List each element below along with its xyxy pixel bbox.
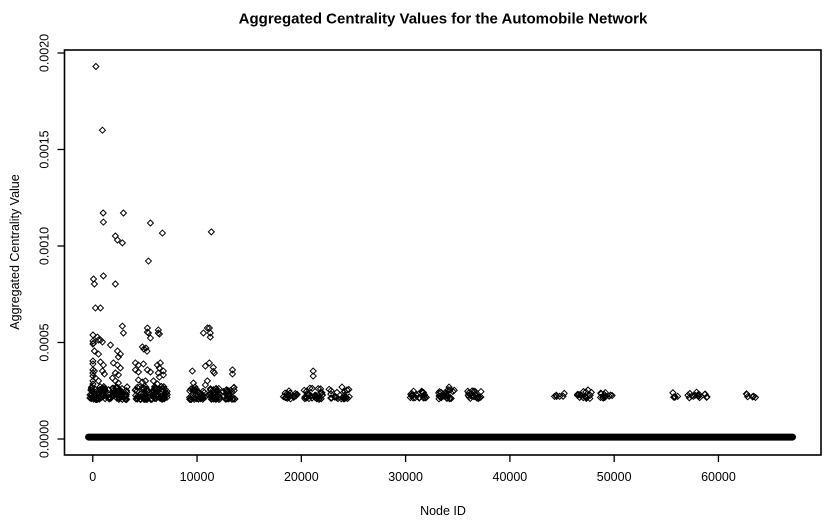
svg-text:0.0015: 0.0015	[38, 130, 52, 168]
svg-text:10000: 10000	[180, 470, 215, 484]
svg-text:0: 0	[89, 470, 96, 484]
svg-text:20000: 20000	[284, 470, 319, 484]
svg-text:60000: 60000	[701, 470, 736, 484]
chart-title: Aggregated Centrality Values for the Aut…	[238, 10, 648, 28]
x-axis-label: Node ID	[420, 504, 466, 518]
svg-text:50000: 50000	[597, 470, 632, 484]
svg-text:0.0000: 0.0000	[38, 420, 52, 458]
svg-text:40000: 40000	[493, 470, 528, 484]
svg-text:0.0005: 0.0005	[38, 323, 52, 361]
svg-text:0.0020: 0.0020	[38, 34, 52, 72]
y-axis-label: Aggregated Centrality Value	[8, 174, 22, 330]
svg-text:0.0010: 0.0010	[38, 227, 52, 265]
svg-text:30000: 30000	[388, 470, 423, 484]
